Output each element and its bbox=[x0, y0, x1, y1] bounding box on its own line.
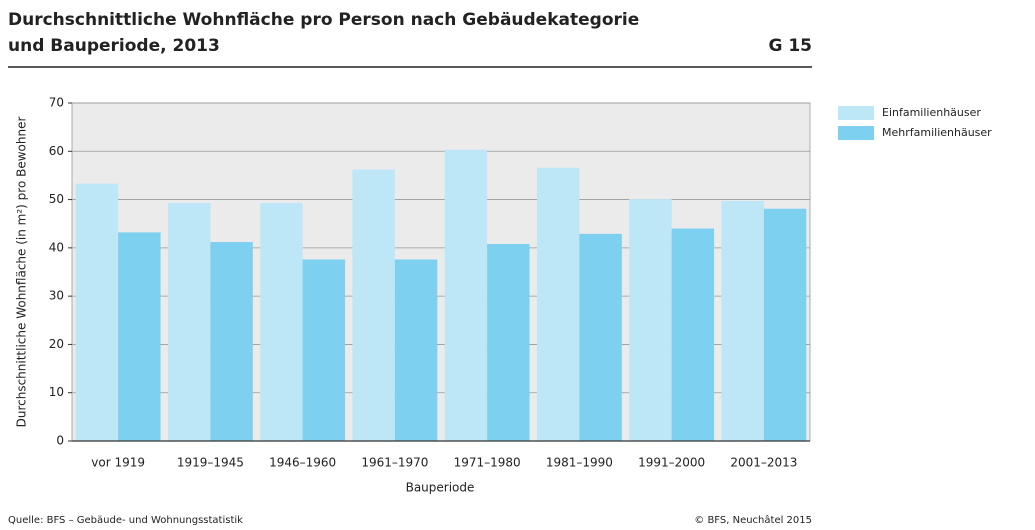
chart-title: und Bauperiode, 2013 bbox=[8, 36, 220, 56]
bar bbox=[167, 202, 211, 441]
y-tick-label: 70 bbox=[49, 96, 64, 110]
legend-swatch bbox=[838, 106, 874, 120]
bar bbox=[721, 201, 764, 441]
bar bbox=[210, 242, 253, 441]
bar bbox=[671, 228, 715, 441]
chart-title: Durchschnittliche Wohnfläche pro Person … bbox=[8, 10, 639, 30]
bar bbox=[536, 167, 580, 441]
legend-label: Einfamilienhäuser bbox=[882, 106, 981, 119]
x-tick-label: 2001–2013 bbox=[730, 456, 797, 470]
x-tick-label: 1981–1990 bbox=[546, 456, 613, 470]
y-tick-label: 0 bbox=[56, 434, 64, 448]
y-tick-label: 30 bbox=[49, 289, 64, 303]
bar bbox=[763, 208, 807, 441]
bar bbox=[629, 199, 672, 441]
y-tick-label: 60 bbox=[49, 144, 64, 158]
y-tick-label: 10 bbox=[49, 385, 64, 399]
bar bbox=[487, 243, 530, 441]
y-axis-label: Durchschnittliche Wohnfläche (in m²) pro… bbox=[15, 117, 29, 428]
bar bbox=[302, 259, 346, 441]
legend-swatch bbox=[838, 126, 874, 140]
x-tick-label: vor 1919 bbox=[91, 456, 145, 470]
bar bbox=[260, 202, 303, 441]
x-tick-label: 1961–1970 bbox=[361, 456, 428, 470]
x-tick-label: 1991–2000 bbox=[638, 456, 705, 470]
x-tick-label: 1971–1980 bbox=[454, 456, 521, 470]
bar bbox=[118, 232, 161, 441]
copyright: © BFS, Neuchâtel 2015 bbox=[694, 514, 812, 526]
y-tick-label: 40 bbox=[49, 240, 64, 254]
figure-number: G 15 bbox=[768, 36, 812, 56]
bar bbox=[444, 149, 488, 441]
bar bbox=[75, 183, 119, 441]
x-axis-label: Bauperiode bbox=[406, 481, 475, 495]
y-tick-label: 20 bbox=[49, 337, 64, 351]
source: Quelle: BFS – Gebäude- und Wohnungsstati… bbox=[8, 515, 243, 526]
x-tick-label: 1919–1945 bbox=[177, 456, 244, 470]
bar bbox=[352, 169, 395, 442]
y-tick-label: 50 bbox=[49, 192, 64, 206]
bar bbox=[394, 259, 438, 441]
x-tick-label: 1946–1960 bbox=[269, 456, 336, 470]
bar bbox=[579, 233, 622, 441]
legend-label: Mehrfamilienhäuser bbox=[882, 126, 992, 139]
